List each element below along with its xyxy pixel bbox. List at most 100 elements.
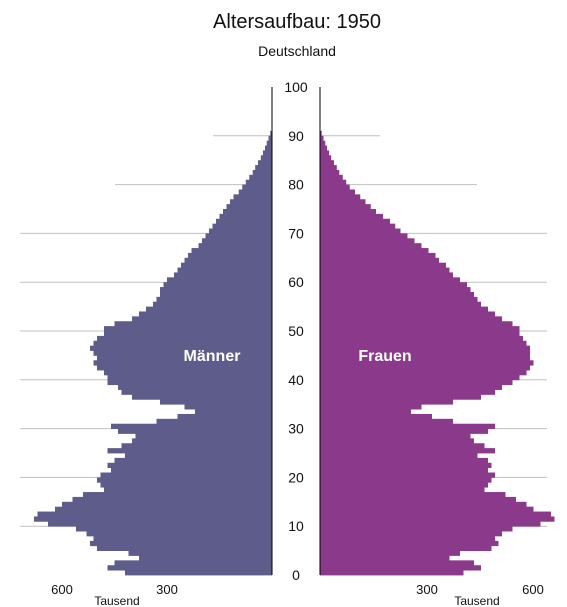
bar-men-age-61	[174, 272, 272, 278]
bar-men-age-42	[97, 365, 272, 371]
bar-women-age-37	[320, 389, 495, 395]
bar-women-age-1	[320, 565, 481, 571]
bar-men-age-45	[93, 350, 272, 356]
bar-men-age-19	[97, 477, 272, 483]
bar-men-age-29	[118, 428, 272, 434]
bar-men-age-50	[104, 326, 272, 332]
x-unit-right: Tausend	[454, 594, 499, 607]
bar-men-age-22	[107, 462, 272, 469]
bar-men-age-18	[100, 482, 272, 488]
bar-women-age-51	[320, 321, 513, 327]
bar-women-age-65	[320, 252, 436, 259]
bar-women-age-53	[320, 311, 495, 317]
bar-men-age-24	[125, 453, 272, 459]
bar-women-age-24	[320, 453, 478, 459]
age-tick-70: 70	[288, 225, 304, 241]
bar-men-age-49	[104, 331, 272, 337]
bar-women-age-38	[320, 384, 502, 390]
bar-women-age-56	[320, 296, 478, 303]
series-label-women: Frauen	[358, 348, 411, 365]
bar-women-age-67	[320, 243, 422, 249]
bar-men-age-44	[97, 355, 272, 361]
bar-women-age-5	[320, 545, 492, 551]
men-bars	[34, 130, 272, 576]
bar-women-age-32	[320, 413, 432, 420]
bar-men-age-64	[184, 257, 272, 264]
bar-women-age-2	[320, 560, 474, 566]
bar-men-age-75	[226, 204, 272, 210]
chart-title: Altersaufbau: 1950	[213, 11, 381, 33]
bar-women-age-48	[320, 335, 523, 342]
bar-men-age-36	[132, 394, 272, 400]
women-bars	[320, 130, 555, 576]
bar-men-age-46	[90, 345, 272, 351]
bar-women-age-18	[320, 482, 488, 488]
bar-men-age-21	[111, 467, 272, 473]
bar-women-age-59	[320, 282, 467, 288]
bar-men-age-90	[270, 130, 272, 137]
bar-women-age-29	[320, 428, 488, 434]
age-tick-60: 60	[288, 274, 304, 290]
bar-men-age-86	[262, 150, 272, 156]
bar-women-age-79	[320, 184, 350, 190]
bar-women-age-33	[320, 409, 411, 415]
age-tick-10: 10	[288, 518, 304, 534]
bar-men-age-78	[238, 189, 272, 195]
bar-women-age-72	[320, 218, 390, 225]
bar-men-age-85	[260, 155, 272, 161]
chart-subtitle: Deutschland	[258, 43, 336, 59]
bar-women-age-45	[320, 350, 530, 356]
bar-women-age-26	[320, 443, 485, 449]
series-label-men: Männer	[184, 348, 241, 365]
bar-men-age-47	[93, 340, 272, 347]
x-tick-right-600: 600	[522, 582, 544, 597]
bar-women-age-80	[320, 179, 347, 185]
bar-men-age-27	[132, 438, 272, 444]
bar-women-age-50	[320, 326, 520, 332]
bar-women-age-77	[320, 194, 361, 200]
age-tick-100: 100	[284, 79, 308, 95]
bar-men-age-3	[139, 555, 272, 561]
bar-men-age-70	[209, 228, 272, 234]
bar-women-age-90	[320, 130, 322, 137]
bar-women-age-88	[320, 140, 326, 146]
bar-men-age-2	[114, 560, 272, 566]
bar-women-age-8	[320, 531, 502, 537]
age-tick-80: 80	[288, 177, 304, 193]
bar-men-age-37	[121, 389, 272, 395]
bar-men-age-69	[205, 233, 272, 239]
bar-men-age-71	[212, 223, 272, 229]
bar-women-age-21	[320, 467, 488, 473]
bar-women-age-83	[320, 165, 337, 171]
bar-women-age-49	[320, 331, 520, 337]
bar-men-age-11	[34, 516, 272, 522]
bar-men-age-1	[107, 565, 272, 571]
bar-women-age-68	[320, 238, 415, 244]
bar-men-age-28	[135, 433, 272, 439]
bar-men-age-33	[195, 409, 272, 415]
bar-men-age-38	[118, 384, 272, 390]
bar-women-age-20	[320, 472, 495, 478]
x-tick-right-300: 300	[416, 582, 438, 597]
bar-women-age-46	[320, 345, 530, 351]
bar-men-age-66	[191, 248, 272, 254]
age-tick-0: 0	[292, 567, 300, 583]
bar-women-age-47	[320, 340, 527, 347]
bar-men-age-72	[216, 218, 272, 225]
bar-women-age-71	[320, 223, 396, 229]
bar-men-age-9	[76, 526, 272, 532]
bar-men-age-80	[245, 179, 272, 185]
bar-men-age-63	[181, 262, 272, 268]
bar-women-age-3	[320, 555, 450, 561]
bar-men-age-14	[62, 501, 272, 508]
bar-women-age-22	[320, 462, 492, 469]
bar-men-age-25	[107, 448, 272, 454]
bar-women-age-89	[320, 135, 324, 142]
bar-women-age-86	[320, 150, 330, 156]
bar-men-age-62	[177, 267, 272, 273]
bar-women-age-34	[320, 404, 422, 410]
bar-women-age-11	[320, 516, 555, 522]
bar-women-age-73	[320, 213, 383, 220]
bar-men-age-35	[160, 399, 272, 405]
bar-men-age-13	[55, 506, 272, 512]
